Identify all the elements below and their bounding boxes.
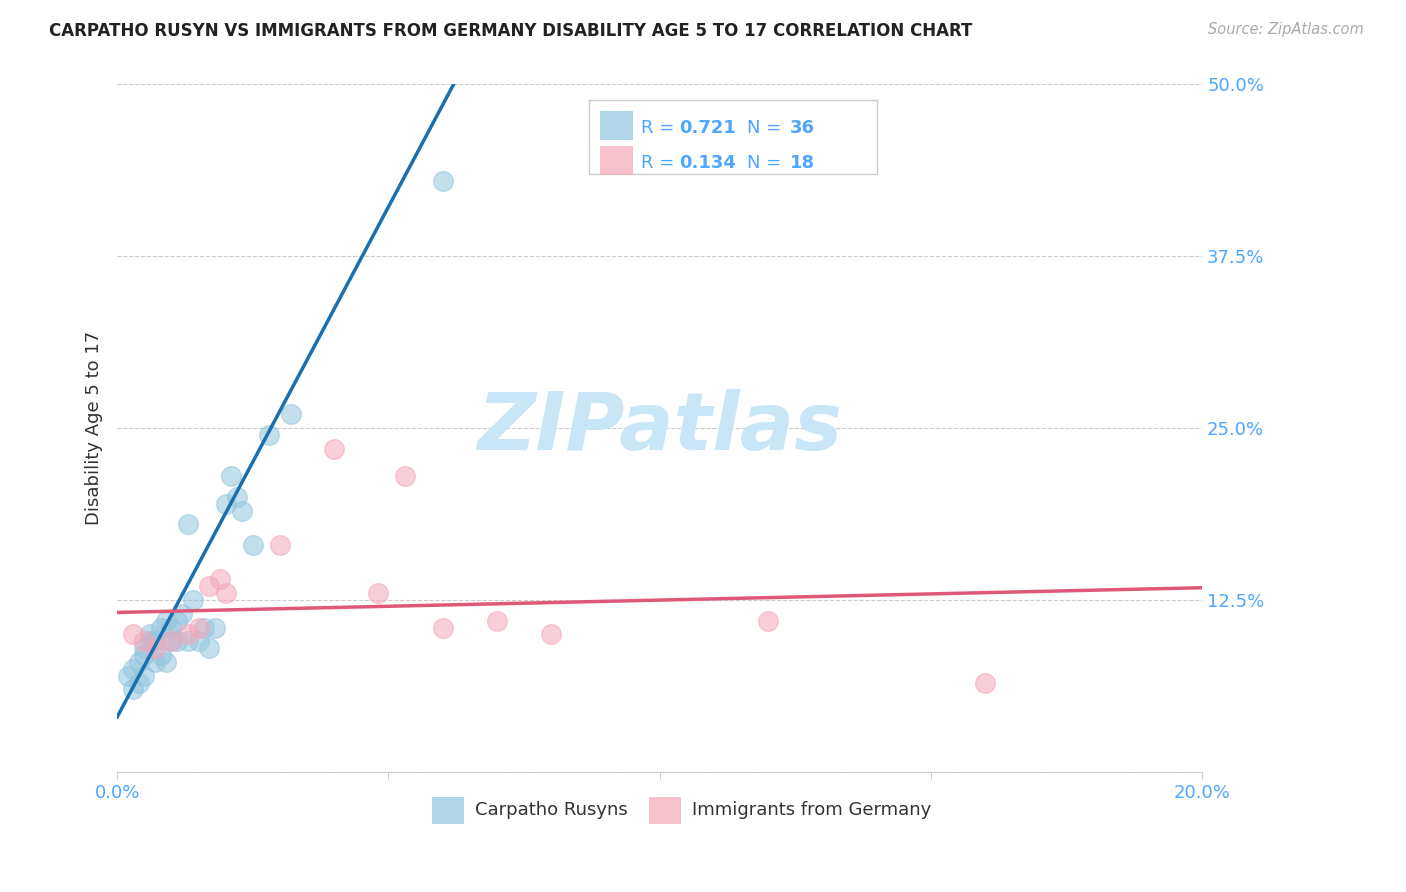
Point — [367, 586, 389, 600]
Point — [134, 669, 156, 683]
Point — [139, 634, 162, 648]
Point — [225, 490, 247, 504]
Point — [187, 621, 209, 635]
Point — [117, 669, 139, 683]
Point — [134, 641, 156, 656]
Point — [160, 621, 183, 635]
Text: 36: 36 — [790, 119, 815, 136]
Point — [166, 614, 188, 628]
Point — [432, 174, 454, 188]
Point — [540, 627, 562, 641]
Point — [209, 573, 232, 587]
Point — [215, 586, 238, 600]
Point — [122, 682, 145, 697]
Point — [257, 428, 280, 442]
Point — [485, 614, 508, 628]
FancyBboxPatch shape — [589, 100, 877, 174]
Point — [122, 662, 145, 676]
Point — [166, 634, 188, 648]
Point — [323, 442, 346, 456]
Point — [134, 634, 156, 648]
Point — [155, 655, 177, 669]
FancyBboxPatch shape — [600, 112, 633, 140]
Point — [219, 469, 242, 483]
Point — [160, 634, 183, 648]
Point — [193, 621, 215, 635]
Point — [280, 408, 302, 422]
Point — [122, 627, 145, 641]
Text: 0.721: 0.721 — [679, 119, 737, 136]
Point — [128, 675, 150, 690]
Point — [204, 621, 226, 635]
Point — [394, 469, 416, 483]
Point — [432, 621, 454, 635]
Point — [160, 634, 183, 648]
Point — [177, 634, 200, 648]
Text: Carpatho Rusyns: Carpatho Rusyns — [475, 801, 628, 819]
Point — [143, 641, 166, 656]
FancyBboxPatch shape — [600, 146, 633, 175]
Point — [974, 675, 997, 690]
Point — [181, 593, 204, 607]
Point — [756, 614, 779, 628]
Y-axis label: Disability Age 5 to 17: Disability Age 5 to 17 — [86, 331, 103, 525]
Text: R =: R = — [641, 153, 681, 171]
Point — [269, 538, 291, 552]
Point — [128, 655, 150, 669]
Point — [149, 648, 172, 662]
Point — [143, 655, 166, 669]
Point — [134, 648, 156, 662]
Point — [139, 627, 162, 641]
Point — [149, 621, 172, 635]
Text: Source: ZipAtlas.com: Source: ZipAtlas.com — [1208, 22, 1364, 37]
Point — [177, 517, 200, 532]
Text: R =: R = — [641, 119, 681, 136]
Point — [187, 634, 209, 648]
Text: 0.134: 0.134 — [679, 153, 737, 171]
FancyBboxPatch shape — [432, 797, 464, 823]
Point — [242, 538, 264, 552]
Point — [198, 641, 221, 656]
Point — [143, 634, 166, 648]
Text: CARPATHO RUSYN VS IMMIGRANTS FROM GERMANY DISABILITY AGE 5 TO 17 CORRELATION CHA: CARPATHO RUSYN VS IMMIGRANTS FROM GERMAN… — [49, 22, 973, 40]
Point — [172, 607, 194, 621]
Point — [177, 627, 200, 641]
Point — [215, 497, 238, 511]
Text: N =: N = — [747, 119, 786, 136]
Text: ZIPatlas: ZIPatlas — [477, 389, 842, 467]
Text: N =: N = — [747, 153, 786, 171]
Text: 18: 18 — [790, 153, 815, 171]
Point — [155, 614, 177, 628]
Point — [231, 504, 253, 518]
FancyBboxPatch shape — [648, 797, 682, 823]
Text: Immigrants from Germany: Immigrants from Germany — [692, 801, 932, 819]
Point — [198, 579, 221, 593]
